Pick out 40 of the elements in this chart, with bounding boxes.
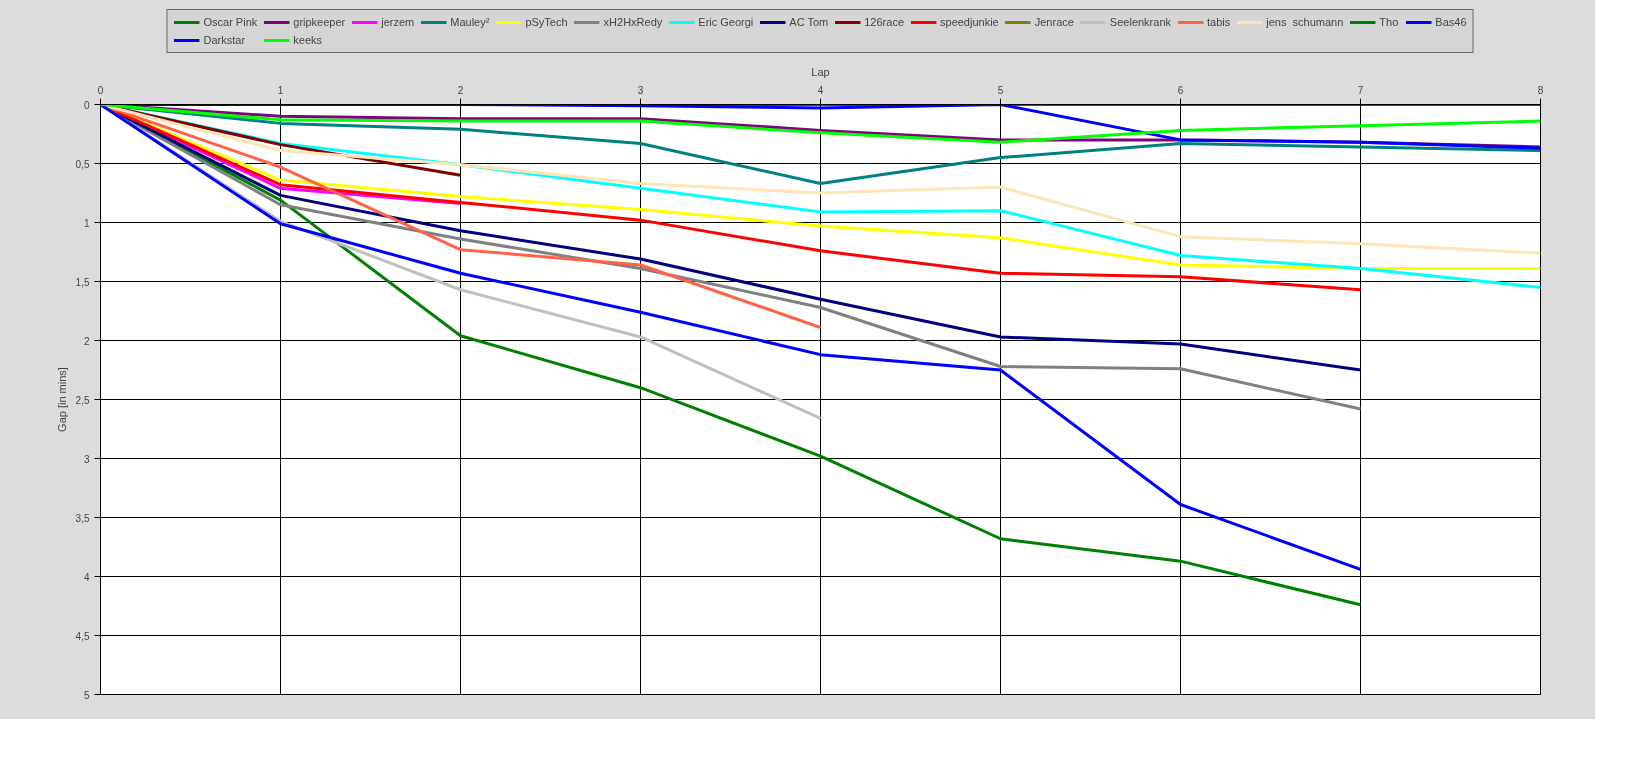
y-tick-label: 1,5 <box>75 276 90 288</box>
x-tick-label: 2 <box>457 84 464 96</box>
legend-label: Oscar Pink <box>203 16 258 28</box>
legend-label: Eric Georgi <box>698 16 754 28</box>
x-tick-label: 5 <box>997 84 1004 96</box>
x-tick-label: 7 <box>1357 84 1364 96</box>
y-tick-label: 1 <box>83 217 90 229</box>
legend-label: xH2HxRedy <box>603 16 663 28</box>
legend-label: Darkstar <box>203 34 246 46</box>
legend-label: pSyTech <box>525 16 568 28</box>
x-tick-label: 3 <box>637 84 644 96</box>
y-tick-label: 5 <box>83 689 90 701</box>
legend-label: jerzem <box>381 16 415 28</box>
legend-label: gripkeeper <box>293 16 346 28</box>
legend-label: Mauley² <box>450 16 490 28</box>
legend-label: Jenrace <box>1034 16 1074 28</box>
legend-label: Tho <box>1379 16 1400 28</box>
y-tick-label: 0,5 <box>75 158 90 170</box>
y-tick-label: 4 <box>83 571 90 583</box>
y-tick-label: 2 <box>83 335 90 347</box>
y-tick-label: 2,5 <box>75 394 90 406</box>
y-tick-label: 0 <box>83 99 90 111</box>
legend-label: speedjunkie <box>940 16 999 28</box>
x-axis-title: Lap <box>811 65 830 78</box>
y-tick-label: 3 <box>83 453 90 465</box>
legend-label: Seelenkrank <box>1109 16 1172 28</box>
legend-label: 126race <box>864 16 905 28</box>
legend-label: jens schumann <box>1266 16 1344 28</box>
y-tick-label: 3,5 <box>75 512 90 524</box>
x-tick-label: 8 <box>1537 84 1544 96</box>
legend-label: Bas46 <box>1435 16 1467 28</box>
legend-label: tabis <box>1207 16 1231 28</box>
x-tick-label: 6 <box>1177 84 1184 96</box>
y-tick-label: 4,5 <box>75 630 90 642</box>
x-tick-label: 1 <box>277 84 284 96</box>
legend-label: keeks <box>293 34 323 46</box>
legend-label: AC Tom <box>789 16 829 28</box>
x-tick-label: 4 <box>817 84 824 96</box>
x-tick-label: 0 <box>97 84 104 96</box>
y-axis-title: Gap [in mins] <box>55 367 68 432</box>
